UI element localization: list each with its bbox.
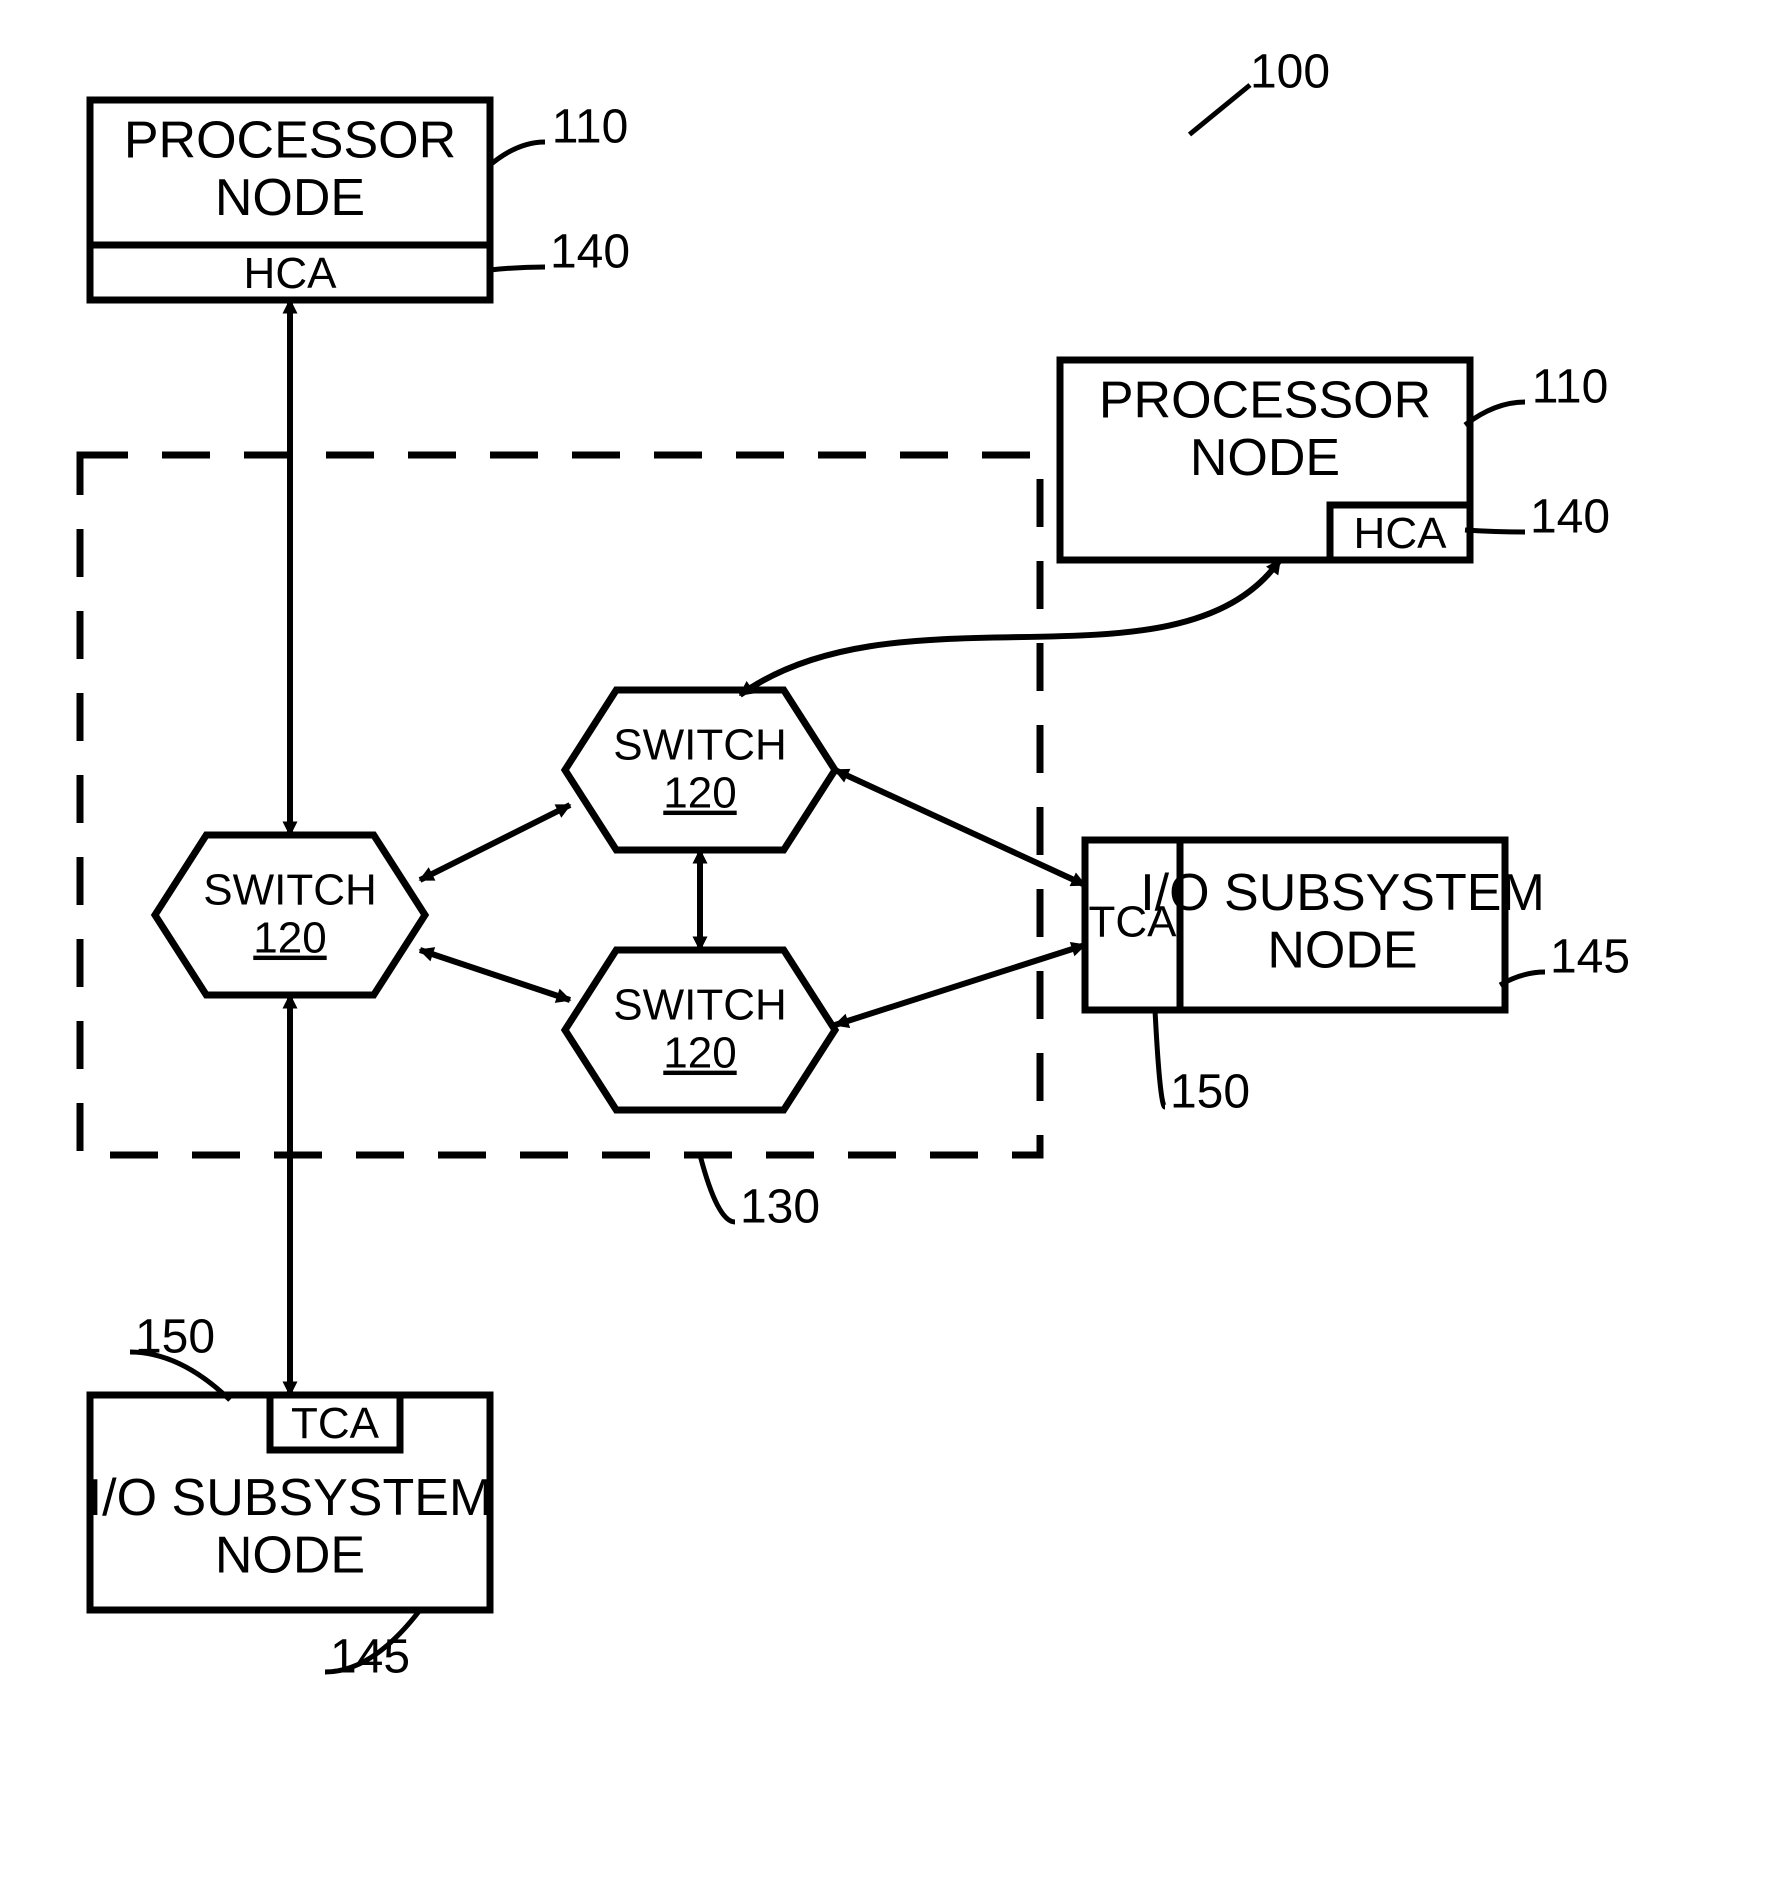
io2: TCA I/O SUBSYSTEMNODE [88,1395,493,1610]
leader [1190,85,1251,135]
pn1: HCA PROCESSORNODE [90,100,490,300]
s_top: SWITCH120 [565,690,835,850]
leader [490,267,545,270]
svg-text:110: 110 [1532,361,1609,414]
svg-text:PROCESSOR: PROCESSOR [124,112,456,170]
s_bottom: SWITCH120 [565,950,835,1110]
svg-text:NODE: NODE [1267,921,1417,979]
svg-text:PROCESSOR: PROCESSOR [1099,372,1431,430]
svg-text:I/O SUBSYSTEM: I/O SUBSYSTEM [88,1469,493,1527]
svg-text:I/O SUBSYSTEM: I/O SUBSYSTEM [1140,864,1545,922]
connection-6 [835,945,1085,1025]
leader [490,142,545,165]
connection-2 [420,805,570,880]
leader [700,1155,735,1222]
leader [1465,402,1525,425]
svg-text:SWITCH: SWITCH [613,981,787,1030]
svg-text:HCA: HCA [1354,509,1448,558]
switch-fabric-box [80,455,1040,1155]
svg-text:110: 110 [552,101,629,154]
svg-text:140: 140 [550,226,630,279]
svg-text:TCA: TCA [291,1399,380,1448]
connection-5 [835,770,1085,885]
svg-text:SWITCH: SWITCH [203,866,377,915]
svg-text:NODE: NODE [215,169,365,227]
svg-text:120: 120 [663,1029,736,1078]
io1: TCAI/O SUBSYSTEMNODE [1085,840,1545,1010]
svg-text:120: 120 [663,769,736,818]
svg-text:NODE: NODE [1190,429,1340,487]
svg-text:120: 120 [253,914,326,963]
leader [1155,1010,1165,1107]
svg-text:NODE: NODE [215,1526,365,1584]
connection-curve [740,560,1280,695]
leader [1465,530,1525,532]
svg-text:SWITCH: SWITCH [613,721,787,770]
svg-text:HCA: HCA [244,249,338,298]
svg-text:100: 100 [1250,46,1330,99]
svg-text:130: 130 [740,1181,820,1234]
svg-text:150: 150 [1170,1066,1250,1119]
connection-3 [420,950,570,1000]
svg-text:140: 140 [1530,491,1610,544]
svg-text:145: 145 [1550,931,1630,984]
s_left: SWITCH120 [155,835,425,995]
pn2: HCA PROCESSORNODE [1060,360,1470,560]
